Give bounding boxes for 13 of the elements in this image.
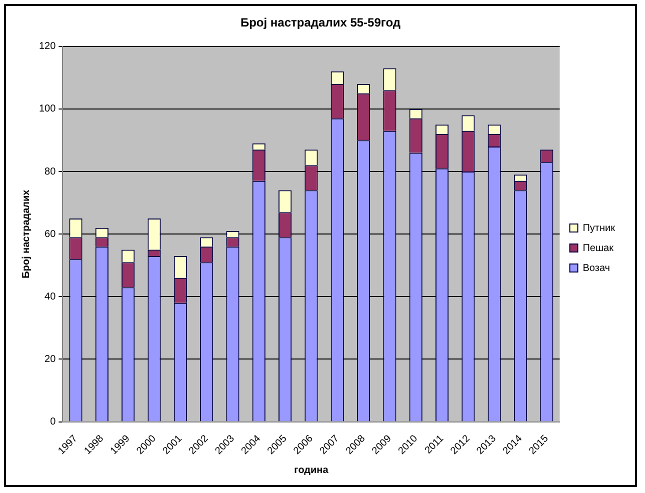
chart-title: Број настрадалих 55-59год [240,16,401,30]
legend-label: Путник [582,222,616,234]
y-tick-label: 120 [38,41,56,52]
legend-label: Возач [582,262,610,274]
legend-label: Пешак [582,242,614,254]
y-tick-label: 20 [44,354,56,365]
y-tick-label: 80 [44,166,56,178]
y-tick-label: 100 [38,104,56,115]
x-axis-title: година [294,464,329,476]
y-axis-title: Број настрадалих [20,189,32,278]
y-tick-label: 40 [44,291,56,302]
y-tick-label: 60 [44,228,56,240]
y-tick-label: 0 [50,416,56,428]
